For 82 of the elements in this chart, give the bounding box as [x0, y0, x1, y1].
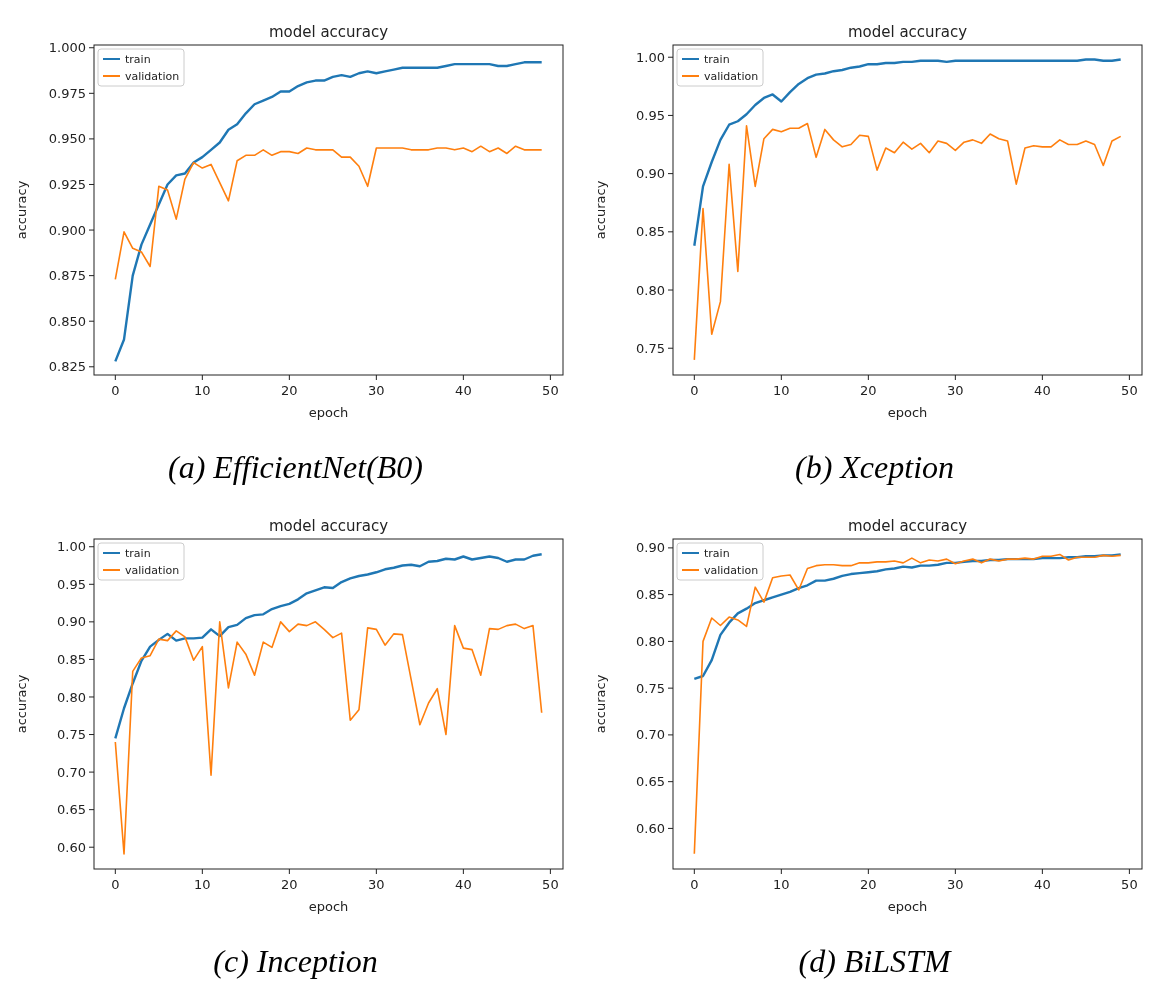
y-tick-label: 0.90	[636, 540, 665, 556]
line-series	[114, 621, 543, 855]
x-tick-label: 30	[368, 877, 385, 892]
legend-label: validation	[704, 69, 759, 83]
x-tick-label: 10	[194, 877, 211, 892]
y-tick-label: 0.95	[636, 107, 665, 123]
y-axis-title: accuracy	[593, 180, 608, 240]
x-tick-label: 20	[281, 877, 298, 892]
x-tick-label: 30	[368, 383, 385, 398]
y-tick-label: 0.70	[636, 727, 665, 743]
legend-label: validation	[125, 69, 180, 83]
y-tick-label: 0.875	[48, 268, 86, 284]
y-axis-title: accuracy	[14, 674, 29, 734]
chart-title: model accuracy	[847, 517, 968, 535]
x-tick-label: 0	[690, 383, 699, 398]
y-tick-label: 0.65	[636, 774, 665, 790]
x-tick-label: 0	[111, 383, 120, 398]
legend-label: train	[704, 52, 730, 66]
y-tick-label: 0.60	[57, 839, 86, 855]
x-tick-label: 0	[690, 877, 699, 892]
x-tick-label: 50	[542, 877, 559, 892]
y-tick-label: 1.000	[48, 40, 86, 56]
y-tick-label: 0.825	[48, 359, 86, 375]
x-tick-label: 50	[1121, 877, 1138, 892]
y-tick-label: 0.80	[636, 282, 665, 298]
y-tick-label: 0.65	[57, 802, 86, 818]
x-tick-label: 20	[860, 383, 877, 398]
y-tick-label: 0.60	[636, 820, 665, 836]
y-tick-label: 0.75	[636, 680, 665, 696]
legend-label: validation	[125, 563, 180, 577]
line-series	[114, 61, 543, 363]
x-tick-label: 30	[947, 877, 964, 892]
x-tick-label: 10	[194, 383, 211, 398]
y-axis-title: accuracy	[593, 674, 608, 734]
x-tick-label: 50	[542, 383, 559, 398]
y-tick-label: 0.80	[57, 689, 86, 705]
y-tick-label: 0.925	[48, 177, 86, 193]
y-tick-label: 0.850	[48, 313, 86, 329]
chart-title: model accuracy	[847, 23, 968, 41]
text: (b) Xception	[794, 449, 955, 485]
y-tick-label: 0.95	[57, 576, 86, 592]
y-tick-label: 0.75	[57, 727, 86, 743]
legend-label: validation	[704, 563, 759, 577]
legend-label: train	[125, 52, 151, 66]
x-axis-title: epoch	[887, 899, 928, 914]
y-axis-title: accuracy	[14, 180, 29, 240]
y-tick-label: 0.85	[636, 587, 665, 603]
y-tick-label: 0.70	[57, 764, 86, 780]
x-tick-label: 20	[860, 877, 877, 892]
y-tick-label: 0.75	[636, 340, 665, 356]
chart-title: model accuracy	[268, 517, 389, 535]
y-tick-label: 1.00	[636, 49, 665, 65]
chart-title: model accuracy	[268, 23, 389, 41]
y-tick-label: 0.80	[636, 633, 665, 649]
x-axis-title: epoch	[887, 405, 928, 420]
x-tick-label: 50	[1121, 383, 1138, 398]
x-tick-label: 40	[1034, 383, 1051, 398]
y-tick-label: 0.950	[48, 131, 86, 147]
x-tick-label: 0	[111, 877, 120, 892]
x-tick-label: 10	[773, 877, 790, 892]
y-tick-label: 0.85	[636, 224, 665, 240]
text: (c) Inception	[213, 943, 378, 979]
x-tick-label: 10	[773, 383, 790, 398]
x-axis-title: epoch	[308, 405, 349, 420]
text: (d) BiLSTM	[798, 943, 953, 979]
x-tick-label: 30	[947, 383, 964, 398]
y-tick-label: 1.00	[57, 539, 86, 555]
x-tick-label: 40	[455, 383, 472, 398]
legend-label: train	[704, 546, 730, 560]
y-tick-label: 0.85	[57, 651, 86, 667]
y-tick-label: 0.90	[636, 166, 665, 182]
x-tick-label: 40	[1034, 877, 1051, 892]
legend-label: train	[125, 546, 151, 560]
line-series	[114, 145, 543, 281]
y-tick-label: 0.90	[57, 614, 86, 630]
line-series	[693, 122, 1122, 361]
y-tick-label: 0.900	[48, 222, 86, 238]
y-tick-label: 0.975	[48, 85, 86, 101]
x-axis-title: epoch	[308, 899, 349, 914]
x-tick-label: 20	[281, 383, 298, 398]
text: (a) EfficientNet(B0)	[167, 449, 424, 485]
x-tick-label: 40	[455, 877, 472, 892]
